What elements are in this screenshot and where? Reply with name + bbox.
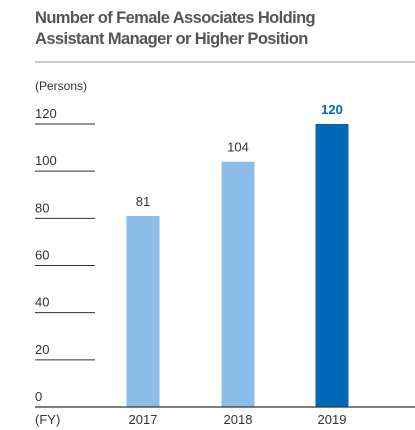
value-label: 81 bbox=[136, 194, 150, 209]
y-tick-label: 20 bbox=[35, 342, 49, 357]
y-tick-label: 120 bbox=[35, 106, 57, 121]
x-tick-label: 2017 bbox=[129, 412, 158, 427]
chart-title: Number of Female Associates Holding Assi… bbox=[35, 9, 316, 48]
value-label: 120 bbox=[321, 102, 343, 117]
bar bbox=[221, 161, 255, 407]
y-tick-label: 0 bbox=[35, 389, 42, 404]
x-tick-label: 2018 bbox=[224, 412, 253, 427]
x-axis-label: (FY) bbox=[35, 412, 60, 427]
x-tick-label: 2019 bbox=[318, 412, 347, 427]
bar bbox=[126, 215, 160, 407]
y-tick-label: 40 bbox=[35, 295, 49, 310]
y-axis-label: (Persons) bbox=[35, 79, 87, 93]
bar bbox=[315, 124, 349, 407]
y-tick-label: 80 bbox=[35, 200, 49, 215]
y-tick-label: 100 bbox=[35, 153, 57, 168]
y-tick-label: 60 bbox=[35, 248, 49, 263]
value-label: 104 bbox=[227, 140, 249, 155]
